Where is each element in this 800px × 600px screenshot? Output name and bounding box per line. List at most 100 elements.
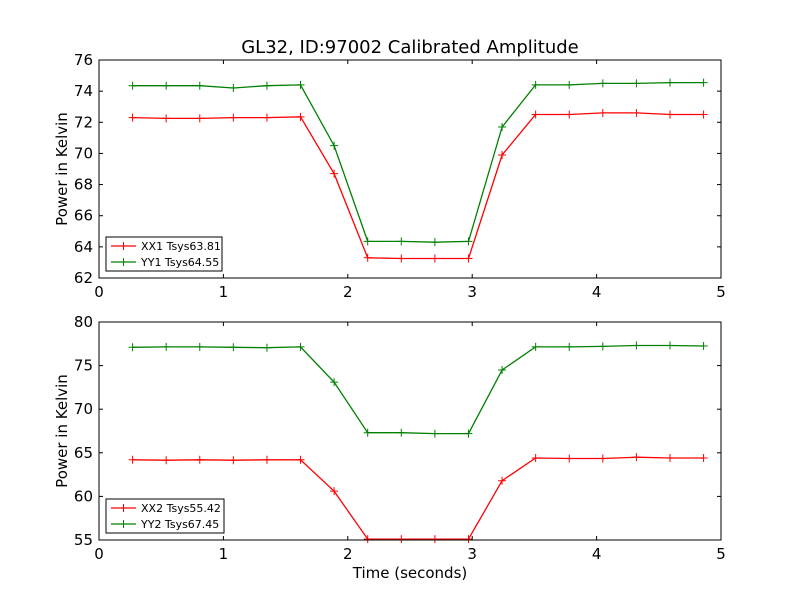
data-point [262,455,271,464]
x-tick-label: 5 [716,283,726,301]
data-point [565,342,574,351]
y-axis-label: Power in Kelvin [53,112,71,226]
chart-title: GL32, ID:97002 Calibrated Amplitude [241,37,579,58]
data-point [531,80,540,89]
data-point [397,535,406,544]
data-point [363,237,372,246]
data-point [330,169,339,178]
legend-label: YY1 Tsys64.55 [140,256,219,269]
data-point [162,81,171,90]
data-point [699,341,708,350]
data-point [128,81,137,90]
data-point [262,343,271,352]
data-point [296,342,305,351]
data-point [229,456,238,465]
legend-box [105,236,223,272]
data-point [296,112,305,121]
data-point [598,79,607,88]
data-point [128,455,137,464]
y-tick-label: 55 [74,531,93,549]
data-point [162,114,171,123]
data-point [195,455,204,464]
series-line-1-2 [132,81,704,243]
data-point [598,342,607,351]
data-point [262,113,271,122]
y-tick-label: 64 [74,238,93,256]
y-tick-label: 76 [74,51,93,69]
y-tick-label: 62 [74,269,93,287]
data-point [128,113,137,122]
data-point [363,428,372,437]
legend: XX2 Tsys55.42 YY2 Tsys67.45 [105,498,225,534]
legend-marker [119,520,128,528]
data-point [229,84,238,93]
data-point [598,108,607,117]
y-tick-label: 72 [74,113,93,131]
data-point [632,108,641,117]
data-point [330,141,339,150]
legend-label: YY2 Tsys67.45 [140,518,219,531]
y-tick-label: 66 [74,207,93,225]
top-plot: 0 1 2 3 4 5 62 64 66 68 70 72 74 76 Power in Kelvin XX1… [53,51,726,301]
data-point [464,237,473,246]
x-tick-label: 1 [219,283,229,301]
data-point [699,78,708,87]
x-tick-label: 4 [592,283,602,301]
data-point [498,365,507,374]
y-tick-label: 80 [74,313,93,331]
data-point [665,78,674,87]
legend-marker [119,242,128,250]
data-point [162,342,171,351]
data-point [397,428,406,437]
x-tick-label: 0 [94,545,104,563]
y-tick-label: 75 [74,357,93,375]
data-point [531,454,540,463]
data-point [498,150,507,159]
legend-label: XX2 Tsys55.42 [141,502,221,515]
data-point [498,122,507,131]
axes-frame [98,321,722,541]
data-point [397,237,406,246]
data-point [430,429,439,438]
series-line-1-1 [132,112,704,260]
y-tick-label: 60 [74,487,93,505]
y-axis-label: Power in Kelvin [53,374,71,488]
x-tick-label: 3 [467,283,477,301]
data-point [195,342,204,351]
y-tick-label: 68 [74,176,93,194]
legend-marker [119,504,128,512]
data-point [699,454,708,463]
axes-frame [98,59,722,279]
data-point [195,114,204,123]
y-tick-label: 65 [74,444,93,462]
data-point [665,110,674,119]
data-point [430,238,439,247]
data-point [531,342,540,351]
x-tick-label: 0 [94,283,104,301]
data-point [464,429,473,438]
data-point [598,454,607,463]
data-point [565,454,574,463]
legend-box [105,498,225,534]
y-tick-label: 70 [74,144,93,162]
series-line-2-1 [132,456,704,540]
x-axis-label: Time (seconds) [352,564,468,582]
data-point [262,81,271,90]
data-point [296,455,305,464]
data-point [397,254,406,263]
data-point [128,343,137,352]
series-line-2-2 [132,344,704,435]
data-point [464,254,473,263]
data-point [565,80,574,89]
data-point [296,80,305,89]
y-tick-label: 70 [74,400,93,418]
x-tick-label: 2 [343,545,353,563]
data-point [565,110,574,119]
data-point [498,476,507,485]
x-tick-label: 3 [467,545,477,563]
data-point [632,341,641,350]
data-point [363,535,372,544]
data-point [363,253,372,262]
y-tick-label: 74 [74,82,93,100]
